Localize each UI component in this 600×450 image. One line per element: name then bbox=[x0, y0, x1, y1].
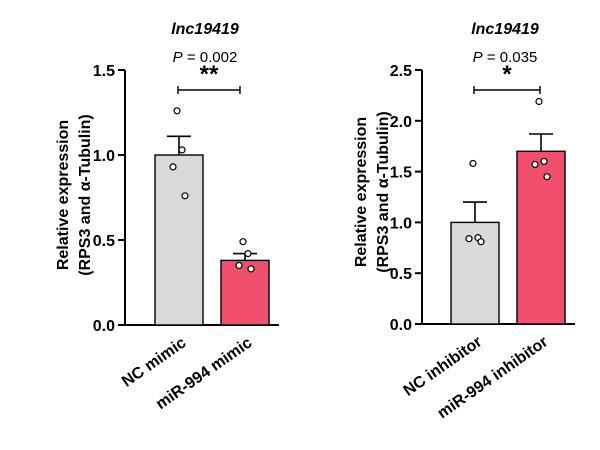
y-tick-label: 2.5 bbox=[390, 63, 412, 80]
x-tick-label: miR-994 inhibitor bbox=[434, 333, 551, 422]
data-point bbox=[531, 160, 539, 169]
y-tick-label: 1.0 bbox=[93, 148, 115, 165]
significance-stars: ** bbox=[200, 61, 219, 88]
bar-treatment bbox=[220, 259, 270, 326]
p-symbol: P bbox=[173, 49, 183, 66]
data-point bbox=[173, 107, 181, 115]
y-tick-label: 2.0 bbox=[390, 114, 412, 131]
data-point bbox=[477, 238, 485, 246]
y-tick-label: 0.5 bbox=[93, 233, 115, 250]
chart-inhibitor: lnc19419 P = 0.035* Relative expression (RP… bbox=[353, 21, 575, 422]
p-value-label: P = 0.002 bbox=[173, 49, 238, 66]
data-point bbox=[244, 250, 252, 258]
chart-title: lnc19419 bbox=[471, 21, 539, 38]
y-tick-label: 1.5 bbox=[93, 63, 115, 80]
p-value: = 0.002 bbox=[183, 49, 238, 66]
data-point bbox=[247, 265, 255, 273]
y-axis-label-line2: (RPS3 and α-Tubulin) bbox=[77, 114, 94, 276]
data-point bbox=[169, 163, 177, 171]
p-symbol: P bbox=[473, 49, 483, 66]
data-point bbox=[181, 192, 189, 200]
y-tick-label: 1.0 bbox=[390, 215, 412, 232]
significance-stars: * bbox=[502, 61, 512, 88]
y-axis-label-line1: Relative expression bbox=[55, 120, 72, 270]
p-value: = 0.035 bbox=[483, 49, 538, 66]
data-point bbox=[543, 173, 551, 181]
data-point bbox=[540, 157, 548, 166]
chart-title: lnc19419 bbox=[171, 21, 239, 38]
y-tick-label: 1.5 bbox=[390, 165, 412, 182]
data-point bbox=[235, 261, 243, 270]
data-point bbox=[239, 238, 247, 246]
y-axis-label-line1: Relative expression bbox=[353, 117, 370, 267]
y-tick-label: 0.0 bbox=[390, 317, 412, 334]
data-point bbox=[178, 146, 186, 154]
data-point bbox=[465, 235, 473, 243]
bar-control bbox=[154, 154, 204, 326]
bar-treatment bbox=[516, 150, 566, 325]
y-tick-label: 0.0 bbox=[93, 318, 115, 335]
y-tick-label: 0.5 bbox=[390, 266, 412, 283]
y-axis-label-line2: (RPS3 and α-Tubulin) bbox=[375, 111, 392, 273]
p-value-label: P = 0.035 bbox=[473, 49, 538, 66]
data-point bbox=[535, 97, 543, 106]
chart-mimic: lnc19419 P = 0.002** Relative expression (R… bbox=[55, 21, 279, 413]
data-point bbox=[469, 159, 477, 168]
